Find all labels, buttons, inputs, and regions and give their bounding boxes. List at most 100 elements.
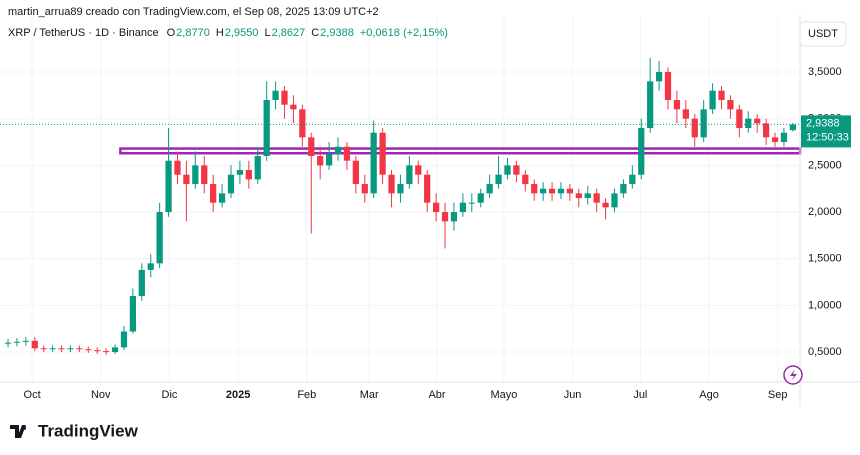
candle-body (602, 202, 609, 208)
x-tick-label: Ago (699, 389, 719, 401)
x-tick-label: Oct (24, 389, 41, 401)
logo: TradingView (10, 421, 139, 440)
candle-body (682, 109, 689, 119)
candle-body (317, 156, 324, 166)
credit: martin_arrua89 creado con TradingView.co… (8, 6, 379, 18)
candle-body (522, 174, 529, 185)
candle-body (575, 193, 582, 199)
candle-body (486, 184, 493, 194)
candle-body (789, 124, 796, 131)
candle-body (254, 156, 261, 180)
candle-body (245, 170, 252, 180)
candle-body (379, 132, 386, 175)
candle-body (147, 263, 154, 270)
candle-body (700, 109, 707, 138)
candle-body (94, 350, 101, 352)
candle-body (727, 100, 734, 110)
candle-body (4, 342, 12, 344)
y-tick-label: 0,5000 (808, 346, 842, 358)
candle-body (352, 160, 359, 185)
ohlc-key: H (216, 27, 224, 39)
candle-body (531, 184, 538, 194)
candle-body (111, 347, 119, 353)
candle-body (495, 174, 502, 185)
y-tick-label: 3,5000 (808, 66, 842, 78)
candle-body (58, 348, 65, 350)
candle-body (424, 174, 431, 203)
candle-body (406, 165, 413, 185)
candle-body (647, 81, 654, 129)
candle-body (593, 193, 600, 203)
logo-mark (10, 425, 26, 438)
candle-body (557, 188, 565, 194)
y-tick-label: 1,0000 (808, 299, 842, 311)
candle-body (174, 160, 181, 175)
countdown: 12:50:33 (806, 131, 849, 143)
candle-body (22, 340, 29, 342)
candle-body (281, 90, 288, 105)
candle-body (103, 351, 110, 353)
candle-body (450, 212, 458, 222)
candle-body (236, 170, 244, 175)
x-tick-label: Nov (91, 389, 111, 401)
currency[interactable]: USDT (808, 28, 838, 40)
candle-body (370, 132, 377, 194)
candle-body (397, 184, 404, 194)
candle-body (272, 90, 279, 101)
candle-body (709, 90, 716, 110)
x-tick-label: 2025 (226, 389, 250, 401)
ohlc-value: 2,8627 (272, 27, 306, 39)
candle-body (745, 118, 752, 129)
candle-body (780, 132, 788, 143)
ohlc-key: C (311, 27, 319, 39)
candle-body (691, 118, 698, 138)
x-tick-label: Jun (564, 389, 582, 401)
ohlc-value: 2,8770 (176, 27, 210, 39)
support-zone (119, 147, 802, 155)
x-tick-label: Mar (360, 389, 379, 401)
x-tick-label: Dic (162, 389, 178, 401)
candle-body (334, 146, 342, 155)
candle-body (459, 202, 466, 213)
ohlc-key: O (167, 27, 176, 39)
candle-body (620, 184, 627, 194)
candle-body (754, 118, 761, 124)
event-icon-bolt (790, 369, 797, 381)
candle-body (664, 72, 672, 101)
candle-body (504, 165, 511, 175)
y-tick-label: 2,0000 (808, 206, 842, 218)
candle-body (441, 212, 449, 222)
candle-body (584, 193, 591, 199)
candle-body (263, 100, 270, 157)
x-tick-label: Sep (768, 389, 788, 401)
candle-body (67, 348, 74, 350)
candle-body (165, 160, 172, 213)
candle-body (655, 72, 663, 82)
candle-body (218, 193, 226, 203)
y-tick-label: 2,5000 (808, 159, 842, 171)
candle-body (629, 174, 636, 185)
candle-body (31, 340, 38, 349)
candle-body (673, 100, 681, 110)
candle-body (388, 174, 395, 194)
candle-body (129, 296, 137, 332)
ohlc-value: 2,9388 (320, 27, 354, 39)
candle-body (762, 123, 770, 138)
candle-body (513, 165, 520, 175)
x-tick-label: Feb (297, 389, 316, 401)
ohlc-value: 2,9550 (225, 27, 259, 39)
candle-body (468, 202, 475, 204)
candle-body (210, 184, 217, 203)
candle-body (290, 104, 297, 110)
y-tick-label: 1,5000 (808, 253, 842, 265)
plot-area (0, 15, 802, 382)
candle-body (477, 193, 484, 203)
change: +0,0618 (+2,15%) (360, 27, 448, 39)
candle-body (227, 174, 235, 194)
brand: TradingView (38, 421, 139, 440)
candle-body (183, 174, 190, 185)
candle-body (540, 188, 547, 194)
last-price-label: 2,9388 (806, 117, 840, 129)
